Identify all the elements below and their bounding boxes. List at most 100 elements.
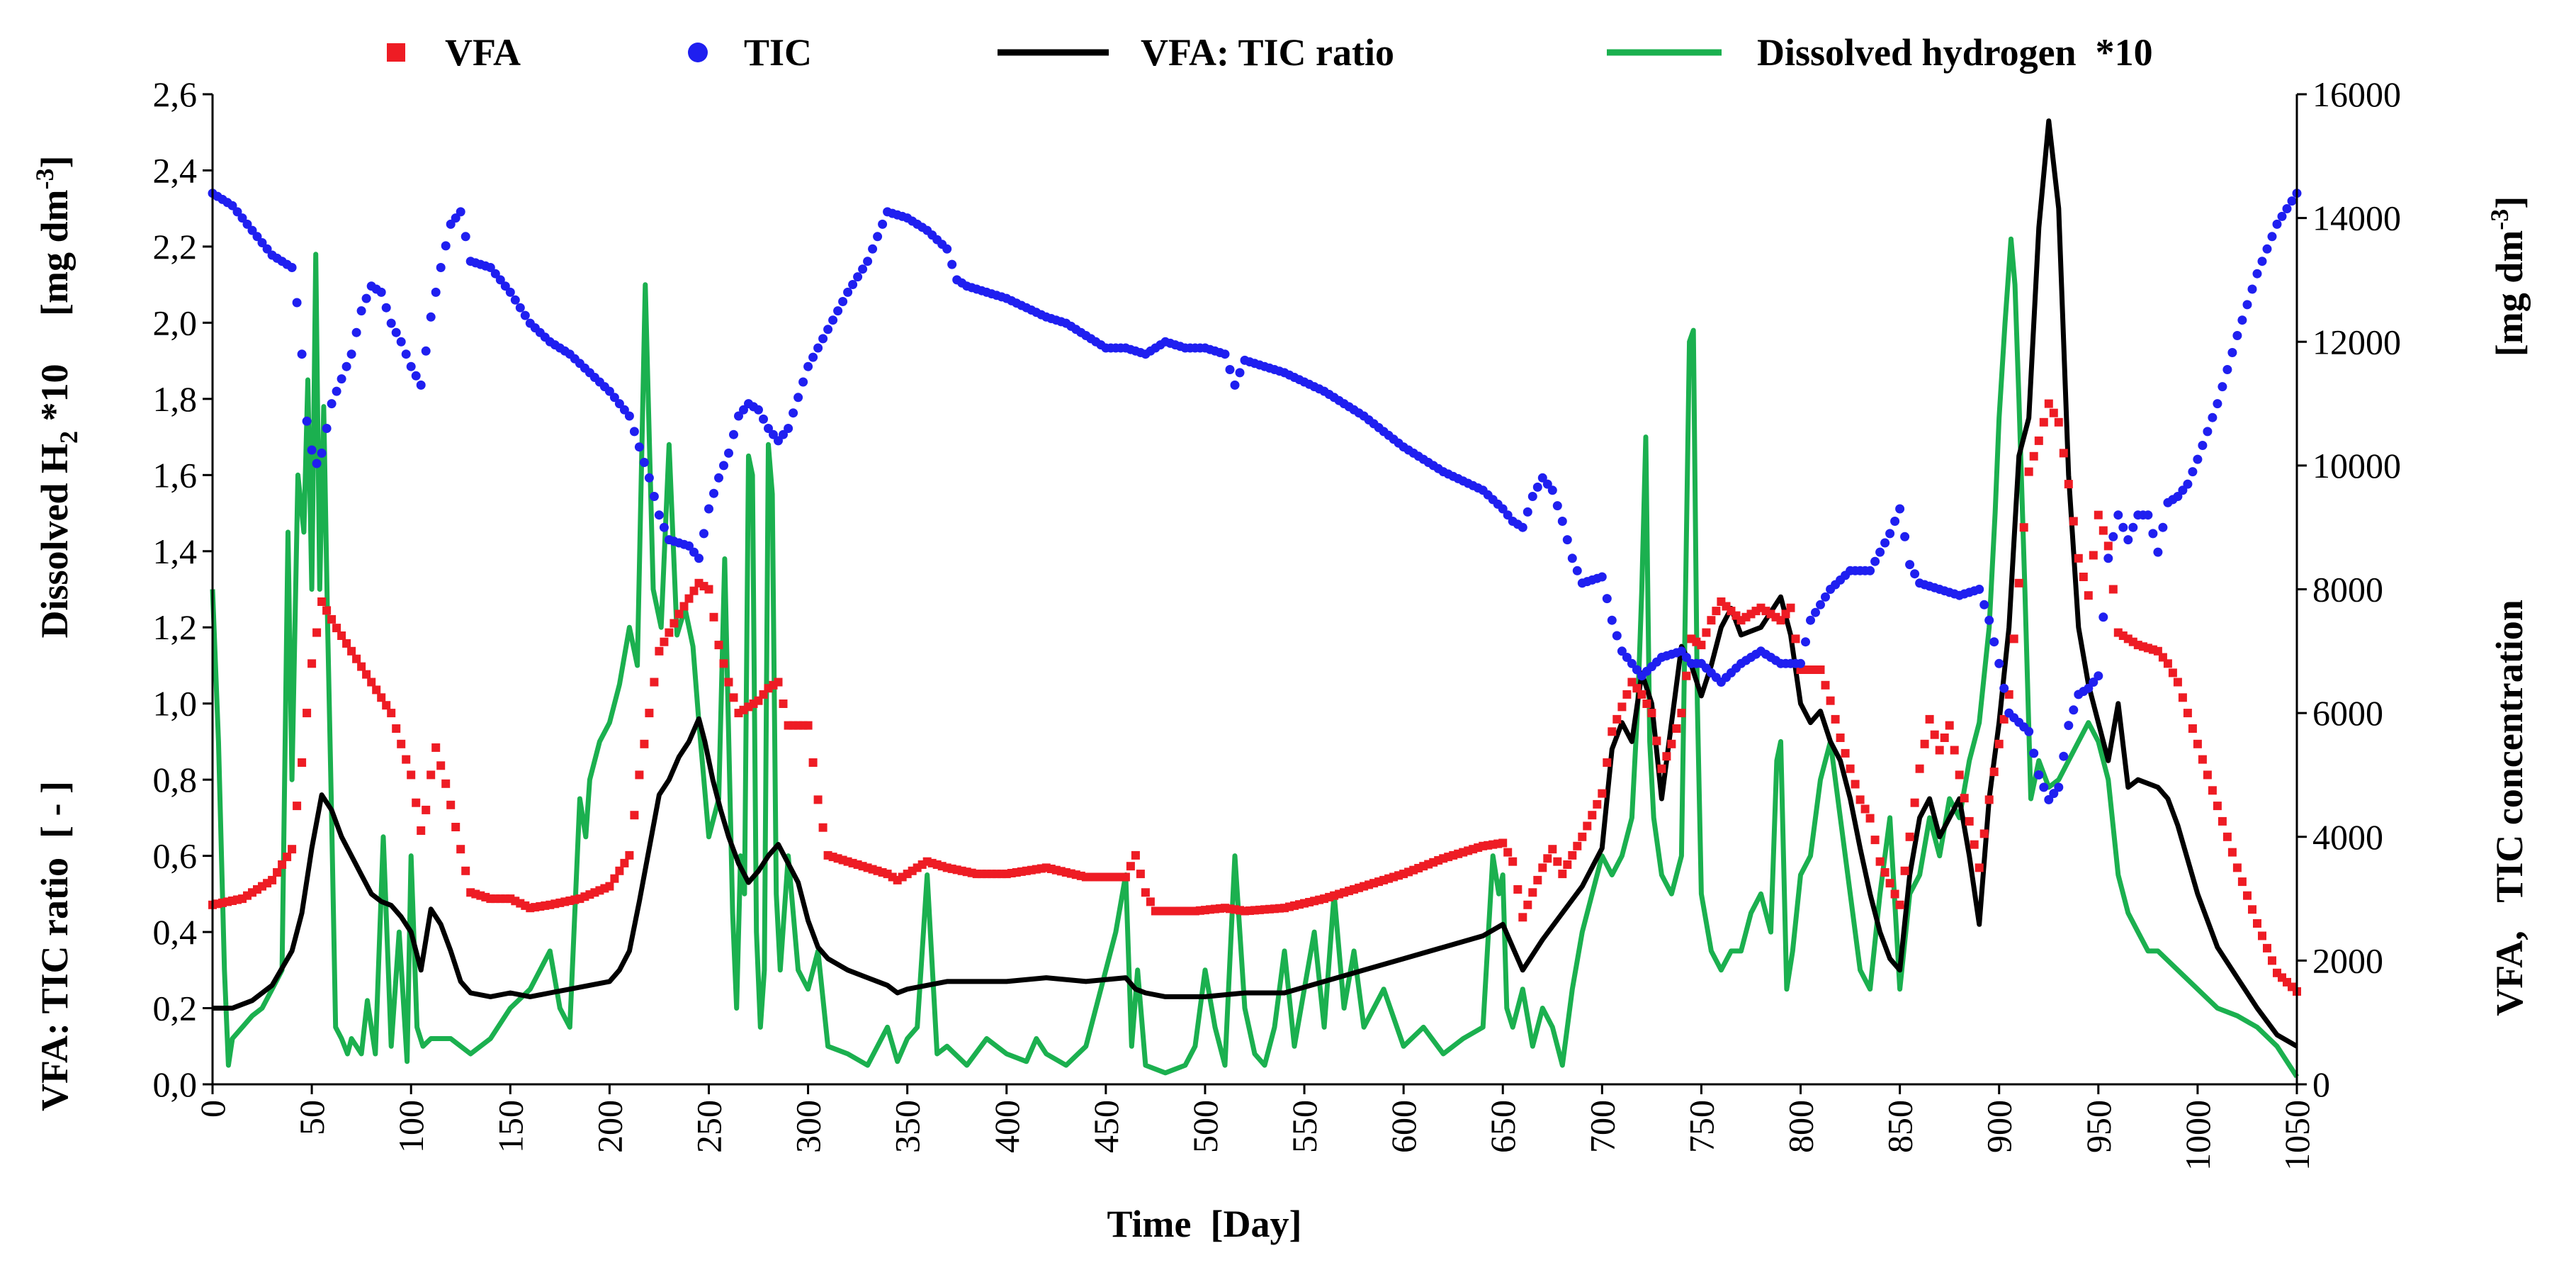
tic-point [327,399,337,409]
tic-point [1895,504,1905,514]
tic-point [401,349,411,359]
tic-point [1622,653,1632,662]
vfa-point [2218,816,2227,826]
vfa-point [1558,870,1567,879]
x-tick-label: 150 [490,1100,530,1153]
tic-point [1537,473,1547,483]
y-left-tick-label: 2,2 [153,227,198,266]
vfa-point [1528,888,1537,897]
vfa-point [719,659,728,668]
vfa-series [208,399,2301,996]
tic-point [684,541,694,551]
tic-point [2123,535,2133,545]
vfa-point [1677,709,1686,718]
tic-point [2183,479,2193,489]
vfa-point [1860,804,1870,814]
tic-point [878,219,888,229]
tic-point [312,459,322,468]
vfa-point [407,770,416,780]
vfa-point [2044,399,2053,408]
tic-point [1816,600,1825,609]
tic-point [495,275,505,285]
tic-point [2277,211,2287,221]
tic-point [1681,653,1691,662]
tic-point [2213,399,2222,409]
vfa-point [679,602,689,611]
x-tick-label: 1000 [2178,1100,2218,1171]
tic-point [2153,547,2163,557]
vfa-point [417,826,426,835]
x-tick-label: 300 [789,1100,828,1153]
vfa-point [337,631,346,640]
vfa-point [635,770,644,780]
tic-point [644,473,654,483]
vfa-point [1786,603,1795,612]
tic-point [1994,658,2004,668]
vfa-point [2019,523,2028,532]
tic-point [2128,522,2138,532]
x-tick-label: 900 [1979,1100,2019,1153]
tic-point [1910,569,1920,579]
vfa-point [1707,616,1716,625]
y-right-tick-label: 6000 [2312,693,2383,733]
tic-point [1542,479,1552,489]
vfa-point [1855,795,1865,804]
vfa-point [1900,866,1909,875]
x-tick-label: 250 [689,1100,728,1153]
x-tick-label: 1050 [2277,1100,2317,1171]
tic-point [2218,382,2227,392]
tic-point [426,312,436,322]
vfa-point [392,724,401,733]
y-left-tick-label: 2,4 [153,150,198,190]
tic-point [2113,510,2123,520]
tic-point [619,405,629,415]
tic-point [406,361,416,371]
tic-point [2252,269,2262,279]
vfa-point [1920,739,1929,748]
vfa-point [2069,517,2078,526]
tic-point [629,427,639,437]
tic-point [604,386,614,396]
tic-point [654,510,664,520]
tic-point [421,346,431,356]
vfa-point [1603,758,1612,767]
y-left-tick-label: 2,6 [153,74,198,114]
vfa-point [1622,690,1632,699]
tic-point [2188,467,2198,477]
vfa-point [1821,680,1830,690]
vfa-point [670,619,679,628]
legend-tic-label: TIC [744,31,812,74]
vfa-point [1523,900,1532,909]
tic-point [769,429,778,439]
tic-point [2222,365,2232,374]
vfa-point [307,659,317,668]
vfa-point [2049,408,2058,417]
y-right-tick-label: 2000 [2312,940,2383,980]
tic-point [1612,631,1622,641]
tic-point [461,232,470,242]
vfa-point [1657,764,1666,773]
tic-point [1806,615,1815,625]
legend-h2-label: Dissolved hydrogen *10 [1757,31,2153,74]
vfa-point [2227,848,2237,857]
vfa-point [2208,786,2217,795]
vfa-point [1583,821,1592,831]
vfa-point [1851,780,1860,789]
vfa-point [625,850,634,860]
vfa-point [665,628,674,637]
vfa-point [1598,789,1607,798]
vfa-point [1925,714,1934,724]
tic-point [1676,646,1686,656]
tic-point [813,343,823,353]
vfa-point [1935,746,1944,755]
vfa-point [1682,671,1691,680]
vfa-point [1712,607,1721,616]
vfa-point [303,709,312,718]
tic-point [431,287,441,297]
tic-point [2237,315,2247,325]
vfa-point [2253,919,2261,928]
ticks: 0 50 100 150 200 250 300 350 400 450 500 550 600 650 7… [153,74,2402,1171]
tic-point [1905,560,1915,570]
y-right-tick-label: 0 [2312,1064,2330,1104]
vfa-point [1870,836,1880,845]
